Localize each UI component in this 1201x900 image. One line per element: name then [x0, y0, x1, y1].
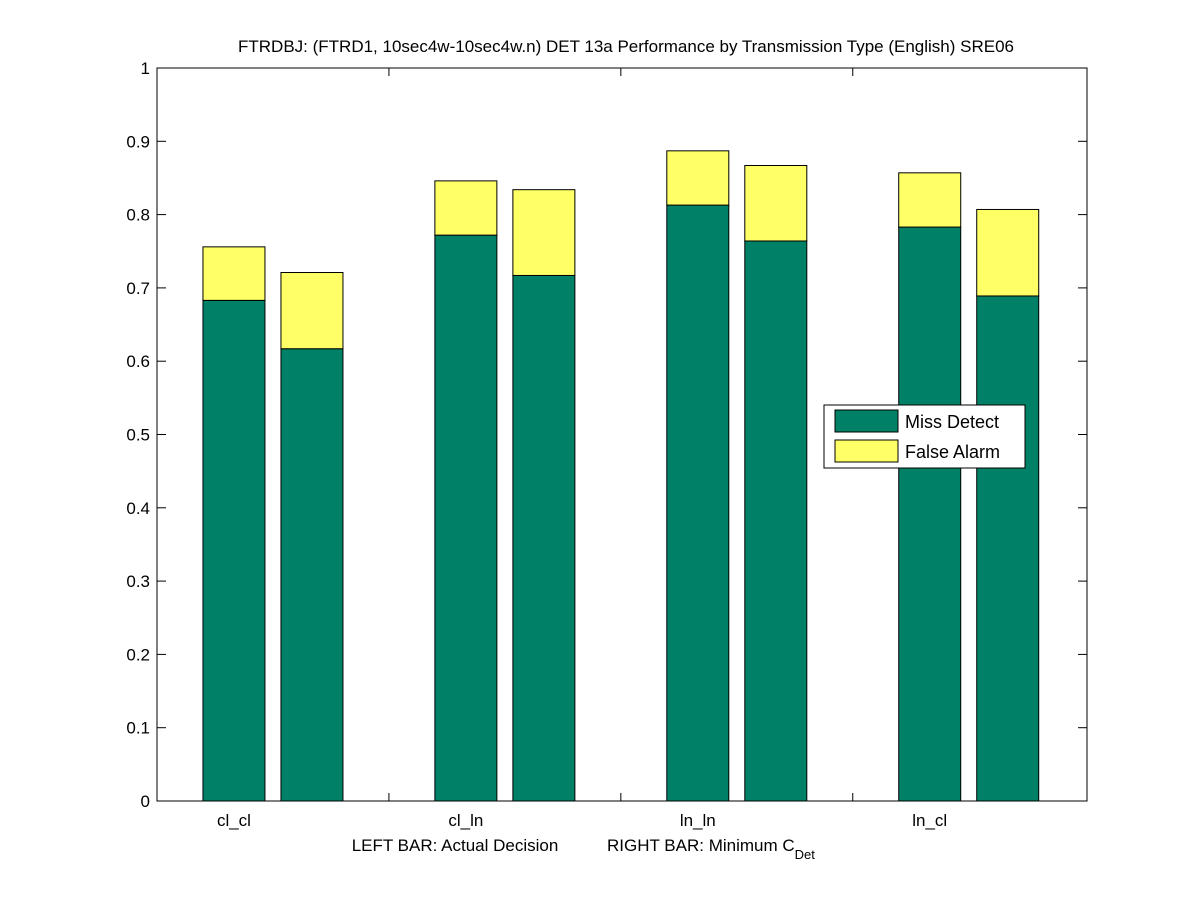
- y-tick-label-5: 0.5: [126, 426, 150, 445]
- legend-label-miss-detect: Miss Detect: [905, 412, 999, 432]
- legend: Miss Detect False Alarm: [823, 404, 1026, 469]
- legend-label-false-alarm: False Alarm: [905, 442, 1000, 462]
- bar-miss-ln_ln-min: [744, 240, 808, 802]
- x-label-right-subscript: Det: [795, 847, 816, 862]
- x-tick-label-ln_ln: ln_ln: [680, 811, 716, 830]
- x-label-left: LEFT BAR: Actual Decision: [352, 836, 559, 855]
- bar-fa-cl_cl-min: [280, 272, 344, 350]
- bar-fa-cl_ln-actual: [434, 180, 498, 236]
- y-tick-label-2: 0.2: [126, 645, 150, 664]
- plot-frame: [156, 67, 1088, 802]
- y-tick-label-4: 0.4: [126, 499, 150, 518]
- bar-miss-cl_ln-actual: [434, 234, 498, 802]
- y-tick-label-1: 0.1: [126, 719, 150, 738]
- x-tick-label-ln_cl: ln_cl: [912, 811, 947, 830]
- x-tick-label-cl_ln: cl_ln: [448, 811, 483, 830]
- y-tick-label-9: 0.9: [126, 132, 150, 151]
- bar-fa-ln_cl-min: [976, 208, 1040, 297]
- bar-fa-cl_cl-actual: [202, 246, 266, 301]
- x-tick-label-cl_cl: cl_cl: [217, 811, 251, 830]
- legend-swatch-false-alarm: [834, 439, 899, 463]
- ticks-layer: cl_cl cl_ln ln_ln ln_cl 0 0.1 0.2 0.3 0.4 0.5 0.6 0…: [126, 59, 1087, 830]
- y-tick-label-0: 0: [141, 792, 150, 811]
- bars-layer: [202, 150, 1040, 802]
- bar-miss-ln_cl-actual: [898, 226, 962, 802]
- y-tick-label-7: 0.7: [126, 279, 150, 298]
- bar-miss-cl_cl-actual: [202, 299, 266, 802]
- bar-miss-cl_ln-min: [512, 274, 576, 802]
- bar-miss-cl_cl-min: [280, 348, 344, 802]
- x-label-right: RIGHT BAR: Minimum CDet: [607, 836, 815, 862]
- bar-fa-ln_cl-actual: [898, 172, 962, 228]
- bar-fa-cl_ln-min: [512, 189, 576, 276]
- bar-miss-ln_cl-min: [976, 295, 1040, 802]
- y-tick-label-3: 0.3: [126, 572, 150, 591]
- legend-swatch-miss-detect: [834, 409, 899, 433]
- bar-fa-ln_ln-actual: [666, 150, 730, 206]
- bar-fa-ln_ln-min: [744, 164, 808, 242]
- y-tick-label-8: 0.8: [126, 206, 150, 225]
- y-tick-label-10: 1: [141, 59, 150, 78]
- chart-title: FTRDBJ: (FTRD1, 10sec4w-10sec4w.n) DET 1…: [238, 37, 1014, 56]
- y-tick-label-6: 0.6: [126, 352, 150, 371]
- bar-miss-ln_ln-actual: [666, 204, 730, 802]
- x-label-right-main: RIGHT BAR: Minimum C: [607, 836, 795, 855]
